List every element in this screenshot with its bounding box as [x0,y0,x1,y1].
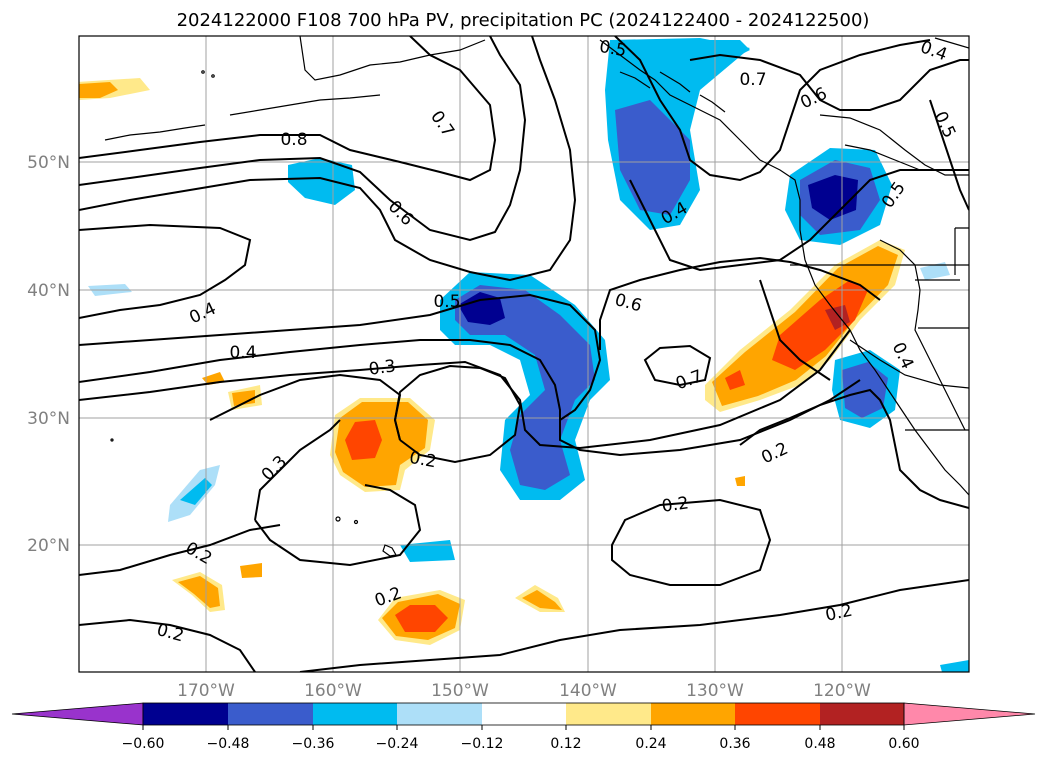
colorbar-extend-min [11,702,144,726]
colorbar-swatch [735,703,820,725]
contour-label: 0.8 [280,130,307,150]
precip-positive-region [79,82,118,98]
lon-tick-label: 130°W [686,681,744,701]
colorbar-swatch [313,703,397,725]
longitude-labels: 170°W 160°W 150°W 140°W 130°W 120°W [177,681,871,701]
lat-tick-label: 50°N [27,153,70,173]
colorbar-tick-label: −0.24 [376,736,419,752]
contour-label: 0.7 [739,70,766,90]
pv-contours [79,36,969,672]
precip-negative-region [920,262,950,280]
contour-label: 0.5 [598,37,628,61]
precip-positive-region [725,370,745,390]
lon-tick-label: 170°W [177,681,235,701]
precip-negative-region [180,478,212,505]
colorbar-tick-label: 0.12 [550,736,581,752]
lon-tick-label: 120°W [813,681,871,701]
precip-positive-region [522,590,562,610]
lat-tick-label: 20°N [27,536,70,556]
lon-tick-label: 150°W [431,681,489,701]
precip-negative-region [808,175,858,220]
colorbar-tick-label: 0.48 [804,736,835,752]
contour-label: 0.2 [408,448,438,472]
colorbar-swatch [820,703,904,725]
lat-tick-label: 40°N [27,281,70,301]
colorbar-tick-label: 0.36 [719,736,750,752]
colorbar-tick-label: −0.12 [461,736,504,752]
precip-negative-region [842,362,888,418]
precip-negative-region [650,40,750,80]
colorbar-tick-label: −0.60 [122,736,165,752]
precip-negative-region [288,158,355,205]
colorbar-frame [142,702,905,726]
colorbar-tick-label: 0.24 [635,736,666,752]
colorbar-tick-label: −0.36 [292,736,335,752]
latitude-labels: 50°N 40°N 30°N 20°N [27,153,70,556]
precip-positive-region [395,605,448,632]
contour-label: 0.3 [368,356,398,380]
lon-tick-label: 160°W [304,681,362,701]
colorbar-swatch [482,703,566,725]
colorbar: −0.60 −0.48 −0.36 −0.24 0.12 −0.12 0.24 … [11,702,1036,752]
precip-negative-region [940,660,969,672]
colorbar-swatch [397,703,482,725]
precip-positive-region [772,280,868,370]
contour-label: 0.5 [433,292,460,312]
map-panel: 0.8 0.7 0.6 0.5 0.4 0.4 0.3 0.3 0.2 0.2 … [78,35,970,673]
colorbar-swatch [143,703,228,725]
colorbar-tick-label: 0.60 [888,736,919,752]
precip-positive-region [345,420,382,460]
map-frame [78,35,970,673]
colorbar-swatch [651,703,735,725]
colorbar-extend-max [903,702,1036,726]
precip-positive-region [240,563,262,578]
coastlines [104,36,969,557]
precip-positive-region [825,305,850,330]
precip-negative-region [458,292,505,325]
colorbar-swatch [566,703,651,725]
colorbar-swatch [228,703,313,725]
lat-tick-label: 30°N [27,409,70,429]
colorbar-tick-label: −0.48 [207,736,250,752]
contour-label: 0.2 [661,493,691,517]
lon-tick-label: 140°W [559,681,617,701]
precip-positive-region [178,576,220,608]
contour-label: 0.4 [229,343,256,363]
chart-title: 2024122000 F108 700 hPa PV, precipitatio… [177,10,870,31]
precip-positive-region [232,390,255,406]
precip-positive-region [735,476,745,486]
